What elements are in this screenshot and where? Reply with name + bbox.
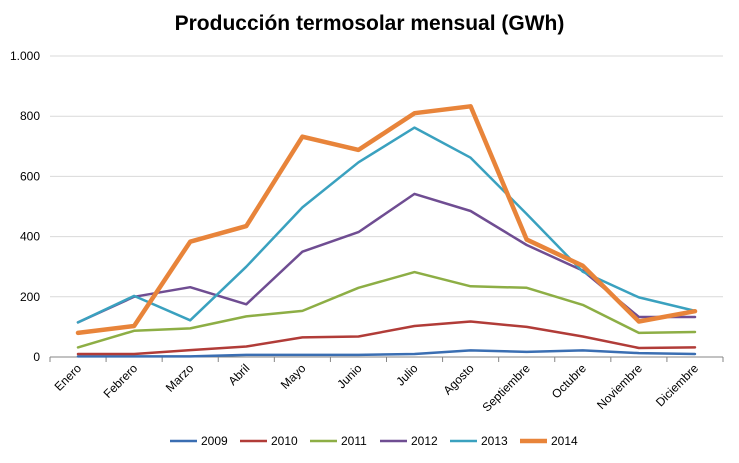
- x-tick-label: Enero: [52, 361, 85, 394]
- legend-label-2011: 2011: [341, 434, 367, 448]
- y-tick-label: 400: [20, 230, 40, 244]
- chart-title: Producción termosolar mensual (GWh): [174, 12, 565, 35]
- x-tick-label: Octubre: [549, 361, 589, 401]
- series-line-2011: [76, 270, 697, 349]
- y-tick-label: 200: [20, 290, 40, 304]
- x-tick-label: Julio: [393, 361, 421, 389]
- y-axis-ticks: 0 200 400 600 800 1.000: [10, 49, 40, 364]
- y-tick-label: 1.000: [10, 49, 40, 63]
- legend-label-2010: 2010: [271, 434, 298, 448]
- series-line-2013: [76, 126, 697, 324]
- series-line-2009: [76, 349, 697, 358]
- gridlines: [50, 55, 723, 358]
- x-tick-label: Noviembre: [594, 361, 645, 412]
- x-tick-label: Agosto: [440, 361, 477, 398]
- x-tick-label: Mayo: [278, 361, 309, 392]
- series-line-2010: [76, 320, 697, 356]
- y-tick-label: 600: [20, 169, 40, 183]
- x-tick-label: Junio: [334, 361, 364, 391]
- series-line-2012: [76, 192, 697, 324]
- x-tick-label: Diciembre: [653, 361, 701, 409]
- x-axis-ticks: Enero Febrero Marzo Abril Mayo Junio Julio Agos…: [49, 357, 724, 415]
- series-line-2014: [75, 104, 698, 336]
- x-tick-label: Marzo: [163, 361, 197, 395]
- x-tick-label: Abril: [226, 361, 253, 388]
- legend: 2009 2010 2011 2012 2013 2014: [170, 434, 578, 448]
- legend-label-2013: 2013: [481, 434, 508, 448]
- y-tick-label: 800: [20, 109, 40, 123]
- series-lines: [75, 104, 698, 358]
- legend-label-2014: 2014: [551, 434, 578, 448]
- legend-label-2009: 2009: [201, 434, 228, 448]
- x-tick-label: Septiembre: [480, 361, 534, 415]
- x-tick-label: Febrero: [101, 361, 141, 401]
- y-tick-label: 0: [33, 350, 40, 364]
- legend-label-2012: 2012: [411, 434, 438, 448]
